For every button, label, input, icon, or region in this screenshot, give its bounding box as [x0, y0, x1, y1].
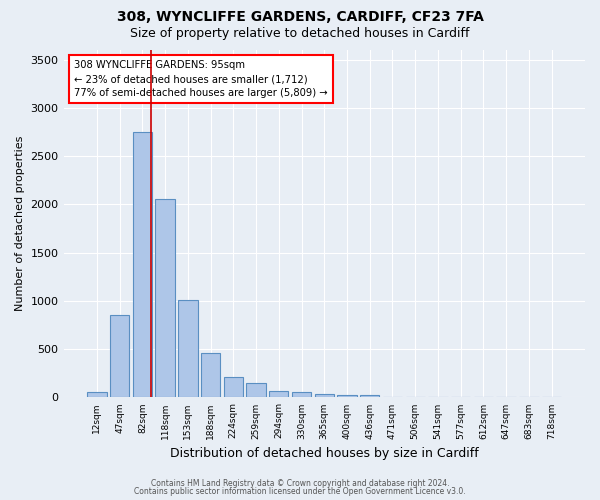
Bar — [360, 394, 379, 398]
Bar — [269, 390, 289, 398]
Bar — [133, 132, 152, 398]
X-axis label: Distribution of detached houses by size in Cardiff: Distribution of detached houses by size … — [170, 447, 479, 460]
Text: Contains HM Land Registry data © Crown copyright and database right 2024.: Contains HM Land Registry data © Crown c… — [151, 478, 449, 488]
Bar — [337, 395, 356, 398]
Bar — [224, 376, 243, 398]
Text: 308, WYNCLIFFE GARDENS, CARDIFF, CF23 7FA: 308, WYNCLIFFE GARDENS, CARDIFF, CF23 7F… — [116, 10, 484, 24]
Text: Size of property relative to detached houses in Cardiff: Size of property relative to detached ho… — [130, 28, 470, 40]
Bar — [247, 384, 266, 398]
Bar — [110, 315, 130, 398]
Text: Contains public sector information licensed under the Open Government Licence v3: Contains public sector information licen… — [134, 487, 466, 496]
Y-axis label: Number of detached properties: Number of detached properties — [15, 136, 25, 312]
Bar — [178, 300, 197, 398]
Bar — [87, 392, 107, 398]
Bar — [155, 198, 175, 398]
Bar — [201, 353, 220, 398]
Bar — [314, 394, 334, 398]
Bar — [292, 392, 311, 398]
Text: 308 WYNCLIFFE GARDENS: 95sqm
← 23% of detached houses are smaller (1,712)
77% of: 308 WYNCLIFFE GARDENS: 95sqm ← 23% of de… — [74, 60, 328, 98]
